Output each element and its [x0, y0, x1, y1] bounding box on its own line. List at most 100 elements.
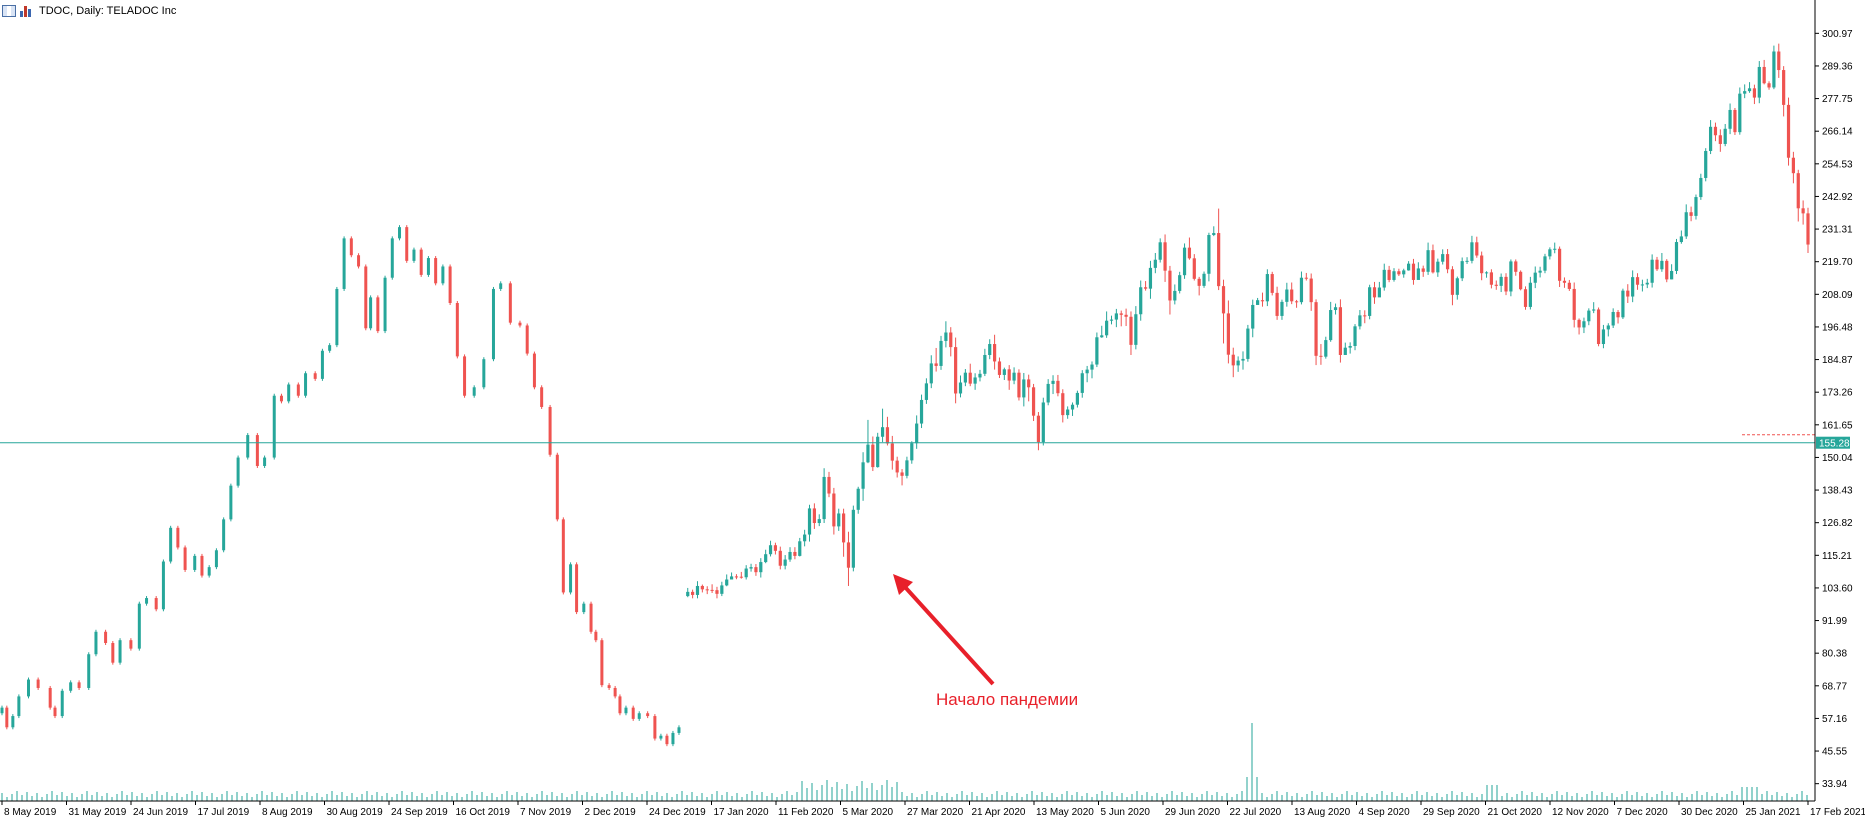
price-tick-label: 219.70	[1822, 257, 1853, 268]
time-tick-label: 29 Jun 2020	[1165, 807, 1220, 818]
candle-body	[749, 567, 753, 569]
candle-body	[1280, 301, 1284, 316]
candle-body	[246, 435, 250, 458]
time-tick-label: 25 Jan 2021	[1746, 807, 1801, 818]
candle-body	[419, 249, 423, 275]
candle-body	[1348, 345, 1352, 348]
candle-body	[1270, 274, 1274, 293]
candle-body	[1192, 258, 1196, 279]
chart-header: TDOC, Daily: TELADOC Inc	[2, 3, 176, 19]
candle-body	[1786, 104, 1791, 158]
time-tick-label: 31 May 2019	[69, 807, 127, 818]
candle-body	[1085, 369, 1089, 374]
candle-body	[236, 457, 240, 486]
candle-body	[1509, 261, 1513, 292]
candle-body	[1241, 358, 1245, 361]
candle-body	[60, 690, 64, 717]
candle-body	[525, 325, 529, 354]
time-tick-label: 16 Oct 2019	[456, 807, 511, 818]
time-tick-label: 4 Sep 2020	[1359, 807, 1411, 818]
candle-body	[383, 277, 387, 332]
candle-body	[1017, 372, 1021, 398]
candle-body	[812, 508, 816, 524]
candle-body	[1660, 260, 1664, 270]
candle-body	[1631, 277, 1635, 297]
candle-body	[1723, 128, 1727, 144]
candle-body	[36, 679, 40, 688]
candle-body	[328, 345, 332, 351]
candle-body	[1762, 66, 1766, 84]
candle-body	[1002, 369, 1006, 375]
candle-body	[1217, 233, 1221, 287]
time-tick-label: 17 Jan 2020	[714, 807, 769, 818]
price-tick-label: 91.99	[1822, 616, 1847, 627]
candle-body	[1421, 268, 1425, 272]
candle-body	[1119, 313, 1123, 315]
candle-body	[1592, 309, 1596, 311]
time-tick-label: 8 May 2019	[4, 807, 57, 818]
candle-body	[1791, 157, 1795, 174]
candle-body	[594, 631, 598, 641]
candle-body	[729, 576, 734, 580]
candle-body	[540, 387, 544, 407]
candle-body	[1514, 261, 1518, 272]
candle-body	[1699, 177, 1703, 198]
candle-body	[1324, 340, 1328, 357]
candle-body	[1007, 369, 1011, 381]
candle-body	[582, 603, 586, 613]
chart-properties-icon[interactable]	[2, 5, 16, 17]
candle-body	[53, 707, 57, 717]
price-tick-label: 126.82	[1822, 518, 1853, 529]
candle-body	[1402, 270, 1406, 275]
price-tick-label: 277.75	[1822, 94, 1853, 105]
time-tick-label: 7 Nov 2019	[520, 807, 572, 818]
candle-body	[988, 344, 992, 355]
candle-body	[412, 249, 416, 261]
candle-body	[807, 508, 812, 535]
price-tick-label: 266.14	[1822, 127, 1853, 138]
candle-body	[1426, 250, 1430, 272]
candle-body	[364, 266, 368, 329]
candle-body	[939, 340, 943, 366]
time-tick-label: 21 Oct 2020	[1488, 807, 1543, 818]
price-axis-labels: 300.97 289.36 277.75 266.14 254.53 242.92 231.…	[1815, 29, 1853, 790]
candle-body	[924, 383, 929, 400]
candle-body	[405, 227, 409, 261]
candle-body	[671, 732, 675, 745]
candle-body	[1475, 242, 1479, 256]
candle-body	[1596, 309, 1601, 345]
candle-body	[154, 598, 158, 610]
volume-layer	[1, 723, 1808, 801]
candle-body	[1143, 287, 1148, 289]
candle-body	[637, 713, 641, 719]
candle-body	[1601, 329, 1606, 345]
candle-body	[773, 545, 778, 551]
candle-body	[846, 542, 851, 568]
candle-body	[1236, 360, 1240, 366]
candle-body	[600, 640, 604, 686]
candle-body	[1411, 263, 1416, 280]
candle-body	[659, 735, 663, 739]
candle-body	[1153, 259, 1157, 268]
candle-body	[1772, 51, 1776, 88]
candle-body	[783, 559, 787, 566]
candle-body	[296, 384, 300, 396]
candle-body	[94, 631, 98, 655]
candle-body	[944, 332, 948, 341]
candle-body	[1694, 197, 1698, 216]
candle-body	[1027, 379, 1031, 388]
candle-body	[569, 564, 573, 593]
candle-body	[1314, 302, 1318, 356]
candle-body	[482, 359, 486, 388]
candle-body	[1782, 70, 1786, 105]
candle-body	[1626, 290, 1630, 297]
candle-body	[1704, 150, 1708, 178]
candle-body	[1543, 256, 1547, 271]
candle-body	[607, 685, 611, 688]
candle-body	[793, 551, 797, 556]
candle-body	[837, 513, 841, 527]
price-tick-label: 289.36	[1822, 61, 1853, 72]
bar-chart-icon[interactable]	[19, 5, 33, 17]
